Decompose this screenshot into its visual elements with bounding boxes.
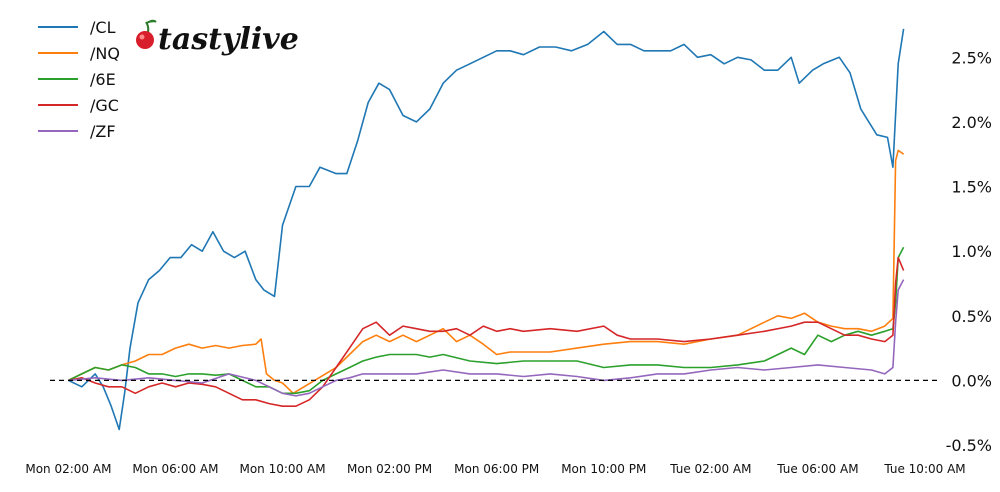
x-tick-label: Mon 02:00 PM xyxy=(347,462,432,476)
x-tick-label: Mon 02:00 AM xyxy=(25,462,111,476)
x-tick-label: Mon 10:00 PM xyxy=(561,462,646,476)
y-tick-label: 2.5% xyxy=(951,48,992,67)
legend-label: /GC xyxy=(90,96,119,115)
series-line-zf xyxy=(68,279,905,397)
x-tick-label: Tue 02:00 AM xyxy=(669,462,751,476)
x-tick-label: Mon 06:00 PM xyxy=(454,462,539,476)
series-line-nq xyxy=(68,149,905,395)
y-tick-label: 0.0% xyxy=(951,371,992,390)
y-tick-label: 1.0% xyxy=(951,242,992,261)
y-tick-label: 0.5% xyxy=(951,307,992,326)
legend: /CL/NQ/6E/GC/ZF xyxy=(38,18,120,141)
x-tick-label: Tue 10:00 AM xyxy=(883,462,965,476)
legend-label: /CL xyxy=(90,18,116,37)
tastylive-logo: tastylive xyxy=(136,19,299,57)
series-line-gc xyxy=(68,256,905,408)
x-tick-label: Mon 10:00 AM xyxy=(239,462,325,476)
legend-label: /NQ xyxy=(90,44,120,63)
brand-name: tastylive xyxy=(158,22,299,57)
y-axis-ticks: -0.5% 0.0% 0.5% 1.0% 1.5% 2.0% 2.5% xyxy=(946,48,992,455)
x-tick-label: Mon 06:00 AM xyxy=(132,462,218,476)
series-line-cl xyxy=(68,28,905,431)
series-lines xyxy=(68,28,905,431)
y-tick-label: 1.5% xyxy=(951,178,992,197)
legend-label: /6E xyxy=(90,70,116,89)
x-tick-label: Tue 06:00 AM xyxy=(776,462,858,476)
cherry-icon xyxy=(136,19,157,49)
legend-label: /ZF xyxy=(90,122,116,141)
y-tick-label: 2.0% xyxy=(951,113,992,132)
series-line-6e xyxy=(68,246,905,395)
y-tick-label: -0.5% xyxy=(946,436,992,455)
x-axis-ticks: Mon 02:00 AM Mon 06:00 AM Mon 10:00 AM Mon … xyxy=(25,462,965,476)
